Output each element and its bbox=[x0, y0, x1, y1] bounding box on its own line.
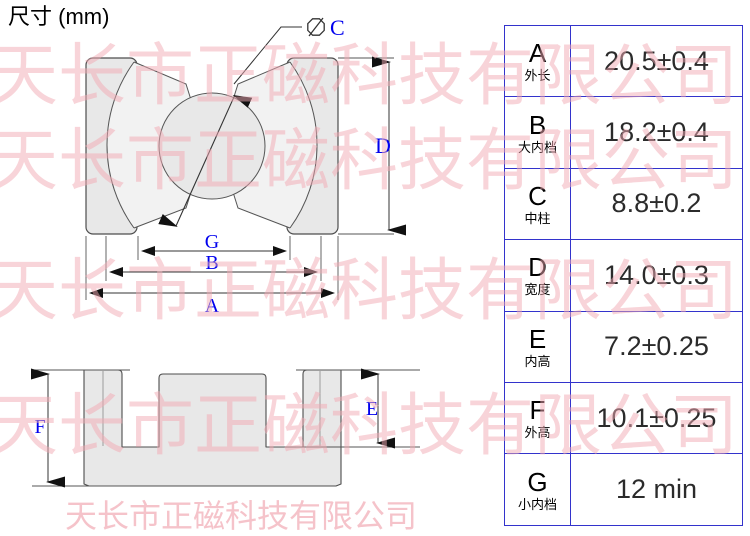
svg-text:A: A bbox=[205, 295, 220, 317]
svg-text:F: F bbox=[34, 416, 45, 438]
svg-text:E: E bbox=[366, 398, 378, 420]
svg-text:D: D bbox=[375, 133, 391, 158]
svg-text:B: B bbox=[205, 252, 218, 274]
svg-text:G: G bbox=[205, 231, 219, 253]
svg-text:尺寸 (mm): 尺寸 (mm) bbox=[8, 4, 109, 29]
svg-text:C: C bbox=[330, 15, 345, 40]
